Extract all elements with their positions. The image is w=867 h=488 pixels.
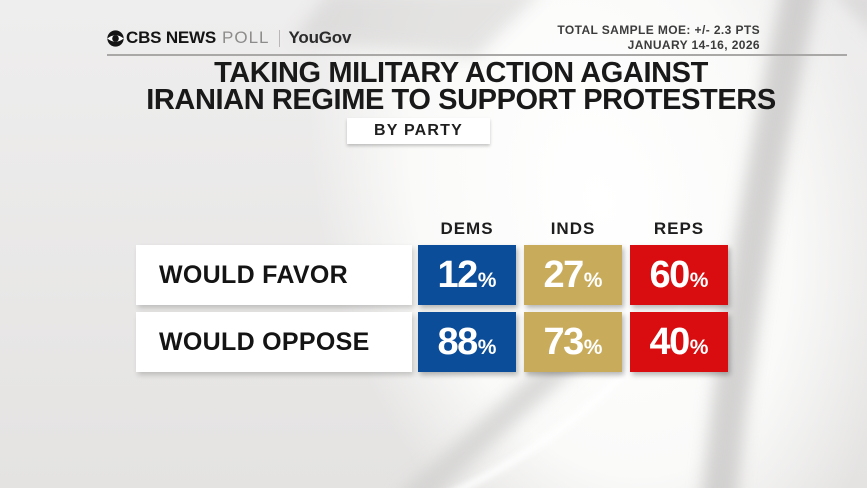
value-favor-reps: 60 bbox=[649, 254, 691, 296]
cbs-news-wordmark: CBS NEWS bbox=[126, 28, 217, 47]
column-header-reps: REPS bbox=[653, 219, 705, 238]
cell-favor-inds: 27% bbox=[524, 245, 622, 305]
sample-info: TOTAL SAMPLE MOE: +/- 2.3 PTS JANUARY 14… bbox=[557, 23, 760, 53]
brand-bar: CBS NEWS POLL YouGov bbox=[107, 28, 351, 48]
value-oppose-inds: 73 bbox=[543, 321, 585, 363]
headline-line1: TAKING MILITARY ACTION AGAINST bbox=[214, 57, 708, 89]
cbs-eye-icon bbox=[107, 29, 124, 47]
cell-oppose-reps: 40% bbox=[630, 312, 728, 372]
percent-sign: % bbox=[689, 336, 709, 359]
percent-sign: % bbox=[477, 269, 497, 292]
headline: TAKING MILITARY ACTION AGAINST IRANIAN R… bbox=[55, 57, 867, 116]
cell-favor-reps: 60% bbox=[630, 245, 728, 305]
header-rule bbox=[107, 54, 847, 56]
value-oppose-dems: 88 bbox=[437, 321, 479, 363]
row-label-oppose: WOULD OPPOSE bbox=[136, 312, 412, 372]
brand-divider bbox=[278, 29, 280, 47]
cell-favor-dems: 12% bbox=[418, 245, 516, 305]
yougov-wordmark: YouGov bbox=[288, 28, 352, 47]
poll-wordmark: POLL bbox=[222, 28, 270, 47]
value-favor-dems: 12 bbox=[437, 254, 479, 296]
row-label-favor: WOULD FAVOR bbox=[136, 245, 412, 305]
percent-sign: % bbox=[477, 336, 497, 359]
percent-sign: % bbox=[583, 336, 603, 359]
moe-line: TOTAL SAMPLE MOE: +/- 2.3 PTS bbox=[557, 23, 760, 37]
headline-line2: IRANIAN REGIME TO SUPPORT PROTESTERS bbox=[146, 84, 776, 116]
percent-sign: % bbox=[583, 269, 603, 292]
by-party-badge: BY PARTY bbox=[347, 118, 490, 144]
value-oppose-reps: 40 bbox=[649, 321, 691, 363]
column-header-dems: DEMS bbox=[440, 219, 494, 238]
column-header-inds: INDS bbox=[550, 219, 596, 238]
percent-sign: % bbox=[689, 269, 709, 292]
cell-oppose-dems: 88% bbox=[418, 312, 516, 372]
value-favor-inds: 27 bbox=[543, 254, 585, 296]
date-line: JANUARY 14-16, 2026 bbox=[627, 38, 760, 52]
cell-oppose-inds: 73% bbox=[524, 312, 622, 372]
